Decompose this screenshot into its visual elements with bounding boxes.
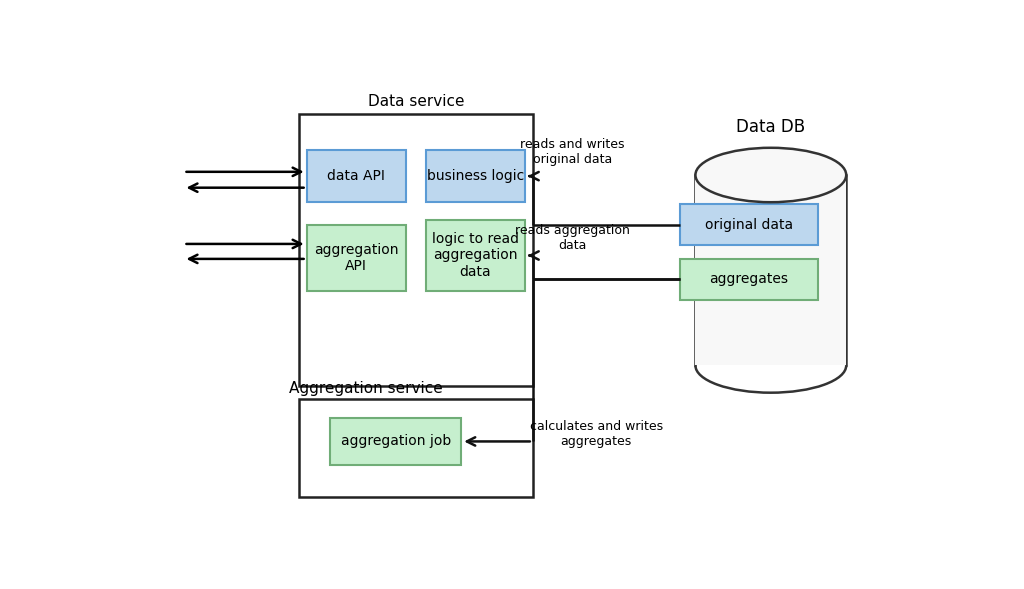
Text: logic to read
aggregation
data: logic to read aggregation data — [432, 232, 519, 279]
Bar — [680, 259, 818, 300]
Text: Aggregation service: Aggregation service — [289, 381, 443, 396]
Text: business logic: business logic — [427, 169, 524, 183]
Bar — [306, 225, 406, 290]
Text: aggregation
API: aggregation API — [314, 243, 398, 273]
Bar — [426, 150, 525, 202]
Ellipse shape — [695, 148, 846, 202]
Bar — [695, 175, 846, 365]
Bar — [299, 399, 532, 497]
Text: data API: data API — [328, 169, 385, 183]
Text: reads and writes
original data: reads and writes original data — [520, 138, 625, 166]
Text: calculates and writes
aggregates: calculates and writes aggregates — [529, 419, 663, 448]
Bar — [680, 204, 818, 245]
Bar — [306, 150, 406, 202]
Bar — [331, 418, 462, 465]
Text: aggregates: aggregates — [710, 272, 788, 286]
Text: aggregation job: aggregation job — [341, 435, 451, 448]
Text: Data service: Data service — [368, 94, 464, 109]
Bar — [426, 220, 525, 290]
Text: Data DB: Data DB — [736, 118, 806, 137]
Text: reads aggregation
data: reads aggregation data — [515, 224, 630, 253]
Bar — [299, 114, 532, 386]
Text: original data: original data — [705, 218, 793, 232]
